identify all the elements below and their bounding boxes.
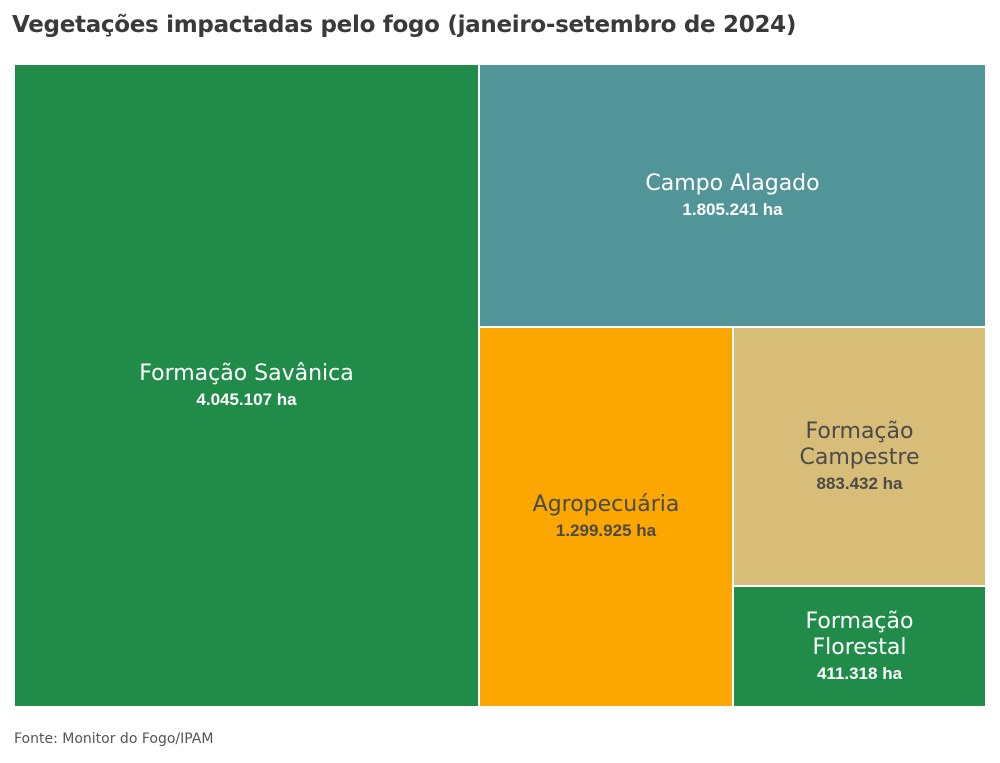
- tile-formacao-campestre: Formação Campestre 883.432 ha: [733, 327, 986, 586]
- tile-formacao-florestal: Formação Florestal 411.318 ha: [733, 586, 986, 707]
- tile-label: Formação Campestre: [799, 418, 920, 470]
- tile-agropecuaria: Agropecuária 1.299.925 ha: [479, 327, 733, 707]
- tile-value: 1.299.925 ha: [555, 521, 657, 540]
- tile-formacao-savanica: Formação Savânica 4.045.107 ha: [14, 64, 479, 707]
- tile-value: 411.318 ha: [816, 663, 903, 683]
- source-note: Fonte: Monitor do Fogo/IPAM: [14, 731, 214, 747]
- tile-value: 1.805.241 ha: [682, 199, 783, 219]
- chart-title: Vegetações impactadas pelo fogo (janeiro…: [12, 12, 797, 38]
- treemap: Formação Savânica 4.045.107 ha Campo Ala…: [14, 64, 986, 707]
- tile-label: Agropecuária: [532, 492, 680, 517]
- tile-label: Formação Florestal: [805, 608, 914, 660]
- tile-label: Campo Alagado: [645, 170, 820, 196]
- tile-label: Formação Savânica: [139, 360, 354, 386]
- tile-value: 4.045.107 ha: [196, 389, 297, 409]
- tile-campo-alagado: Campo Alagado 1.805.241 ha: [479, 64, 986, 327]
- tile-value: 883.432 ha: [816, 473, 903, 493]
